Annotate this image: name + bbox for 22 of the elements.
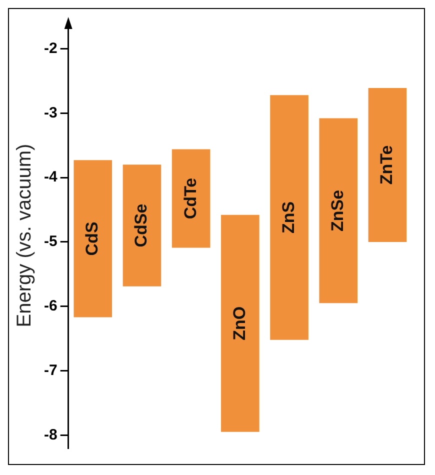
bar bbox=[221, 214, 260, 432]
x-tick-label: CdSe bbox=[132, 204, 151, 248]
y-axis-title: Energy (vs. vacuum) bbox=[14, 144, 36, 328]
x-tick-label: ZnO bbox=[230, 306, 249, 340]
y-tick-label: -4 bbox=[44, 168, 58, 186]
y-tick-label: -3 bbox=[44, 104, 58, 122]
x-tick-label: ZnS bbox=[278, 201, 298, 234]
bar bbox=[122, 164, 162, 286]
y-tick-label: -2 bbox=[44, 40, 58, 57]
x-tick-label: CdS bbox=[82, 222, 102, 256]
bar bbox=[368, 88, 407, 242]
bar bbox=[270, 95, 308, 340]
bar bbox=[319, 118, 358, 304]
y-tick-label: -5 bbox=[44, 233, 58, 250]
x-tick-label: ZnTe bbox=[377, 145, 396, 185]
x-tick-label: ZnSe bbox=[328, 190, 348, 232]
y-tick-label: -6 bbox=[44, 297, 58, 314]
x-tick-label: CdTe bbox=[180, 178, 200, 220]
y-tick-label: -7 bbox=[44, 362, 58, 379]
bar bbox=[172, 149, 210, 248]
bar bbox=[74, 160, 112, 318]
y-tick-label: -8 bbox=[44, 426, 58, 444]
